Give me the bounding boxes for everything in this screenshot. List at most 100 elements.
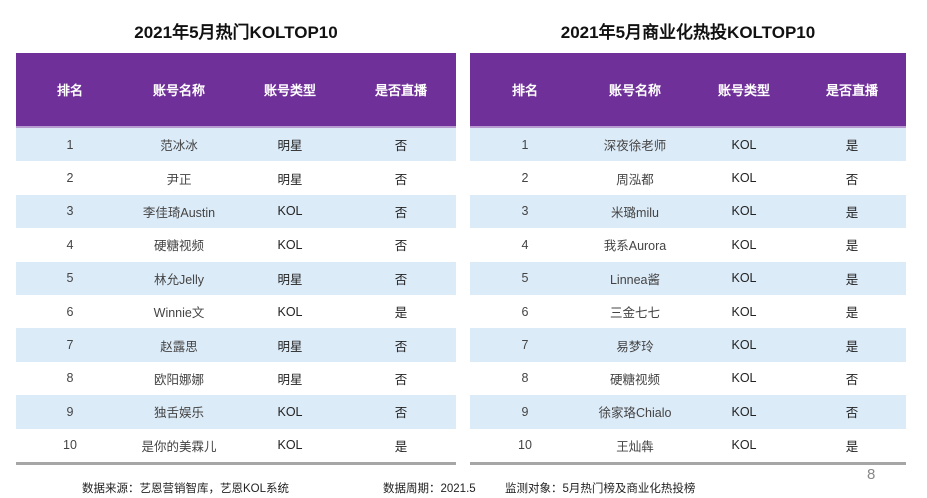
account-type-cell: KOL <box>690 228 798 262</box>
table-row: 1 范冰冰 明星否 <box>16 127 456 162</box>
account-type-cell: KOL <box>690 328 798 362</box>
table-row: 1 深夜徐老师 KOL 是 <box>470 127 906 162</box>
live-cell: 是 <box>798 328 906 362</box>
rank-cell: 5 <box>16 261 124 295</box>
account-type-cell: KOL <box>234 428 346 464</box>
account-name-cell: 我系Aurora <box>580 228 690 262</box>
account-name-cell: 尹正 <box>124 161 234 195</box>
account-type-cell: KOL <box>690 361 798 396</box>
rank-cell: 8 <box>470 361 580 396</box>
account-type-cell: KOL <box>690 261 798 295</box>
account-name-cell: 赵露思 <box>124 328 234 362</box>
live-cell: 否 <box>798 161 906 195</box>
account-name-cell: 王灿犇 <box>580 428 690 464</box>
table-row: 9 独舌娱乐 KOL 否 <box>16 395 456 429</box>
table-row: 3 李佳琦Austin KOL 否 <box>16 194 456 229</box>
account-name-cell: 硬糖视频 <box>580 361 690 396</box>
commercial-kol-table: 排名 账号名称 账号类型 是否直播 1 深夜徐老师 KOL 是 2 周泓都 KOL 否 3 米璐m… <box>470 53 906 465</box>
live-cell: 是 <box>798 228 906 262</box>
live-cell: 否 <box>346 261 456 295</box>
account-name-cell: 易梦玲 <box>580 328 690 362</box>
rank-cell: 3 <box>470 194 580 229</box>
live-cell: 是 <box>798 261 906 295</box>
live-cell: 否 <box>798 361 906 396</box>
account-name-cell: Winnie文 <box>124 294 234 329</box>
live-cell: 否 <box>346 395 456 429</box>
monitor-target: 监测对象：5月热门榜及商业化热投榜 <box>505 483 696 495</box>
hot-kol-table: 排名 账号名称 账号类型 是否直播 1 范冰冰 明星否 2 尹正 明星否 3 李佳琦Austi… <box>16 53 456 465</box>
account-type-cell: 明星 <box>234 328 346 362</box>
live-cell: 否 <box>346 361 456 396</box>
live-cell: 是 <box>798 428 906 464</box>
header-account-name: 账号名称 <box>580 53 690 128</box>
account-name-cell: 林允Jelly <box>124 261 234 295</box>
account-name-cell: 周泓都 <box>580 161 690 195</box>
live-cell: 否 <box>346 127 456 162</box>
rank-cell: 3 <box>16 194 124 229</box>
table-row: 9 徐家珞Chialo KOL 否 <box>470 395 906 429</box>
table-row: 8 硬糖视频 KOL 否 <box>470 361 906 396</box>
header-rank: 排名 <box>16 53 124 128</box>
account-name-cell: 范冰冰 <box>124 127 234 162</box>
data-period: 数据周期：2021.5 <box>383 483 476 495</box>
account-type-cell: KOL <box>234 194 346 229</box>
rank-cell: 1 <box>470 127 580 162</box>
live-cell: 是 <box>346 428 456 464</box>
live-cell: 否 <box>346 194 456 229</box>
rank-cell: 7 <box>16 328 124 362</box>
account-type-cell: KOL <box>690 294 798 329</box>
account-name-cell: 欧阳娜娜 <box>124 361 234 396</box>
live-cell: 否 <box>798 395 906 429</box>
account-type-cell: KOL <box>234 395 346 429</box>
account-type-cell: KOL <box>690 127 798 162</box>
account-name-cell: 独舌娱乐 <box>124 395 234 429</box>
live-cell: 否 <box>346 328 456 362</box>
header-account-name: 账号名称 <box>124 53 234 128</box>
header-rank: 排名 <box>470 53 580 128</box>
account-type-cell: KOL <box>690 395 798 429</box>
table-row: 5 Linnea酱 KOL 是 <box>470 261 906 295</box>
account-type-cell: 明星 <box>234 127 346 162</box>
rank-cell: 9 <box>16 395 124 429</box>
header-account-type: 账号类型 <box>690 53 798 128</box>
account-type-cell: KOL <box>234 294 346 329</box>
table-row: 8 欧阳娜娜 明星否 <box>16 361 456 396</box>
data-source: 数据来源：艺恩营销智库，艺恩KOL系统 <box>82 483 290 495</box>
live-cell: 否 <box>346 228 456 262</box>
table-row: 2 周泓都 KOL 否 <box>470 161 906 195</box>
live-cell: 是 <box>798 127 906 162</box>
table-row: 10 王灿犇 KOL 是 <box>470 428 906 464</box>
table-row: 6 Winnie文 KOL 是 <box>16 294 456 329</box>
account-type-cell: 明星 <box>234 161 346 195</box>
rank-cell: 5 <box>470 261 580 295</box>
table-row: 5 林允Jelly 明星否 <box>16 261 456 295</box>
live-cell: 是 <box>346 294 456 329</box>
account-name-cell: 是你的美霖儿 <box>124 428 234 464</box>
account-name-cell: 徐家珞Chialo <box>580 395 690 429</box>
account-name-cell: 深夜徐老师 <box>580 127 690 162</box>
rank-cell: 1 <box>16 127 124 162</box>
page-number: 8 <box>867 466 876 483</box>
rank-cell: 9 <box>470 395 580 429</box>
header-live: 是否直播 <box>798 53 906 128</box>
header-live: 是否直播 <box>346 53 456 128</box>
right-table-title: 2021年5月商业化热投KOLTOP10 <box>560 23 816 42</box>
table-row: 2 尹正 明星否 <box>16 161 456 195</box>
account-name-cell: 三金七七 <box>580 294 690 329</box>
rank-cell: 4 <box>16 228 124 262</box>
account-type-cell: KOL <box>690 194 798 229</box>
rank-cell: 4 <box>470 228 580 262</box>
account-name-cell: 米璐milu <box>580 194 690 229</box>
rank-cell: 2 <box>470 161 580 195</box>
account-name-cell: Linnea酱 <box>580 261 690 295</box>
rank-cell: 6 <box>16 294 124 329</box>
table-row: 7 易梦玲 KOL 是 <box>470 328 906 362</box>
account-name-cell: 硬糖视频 <box>124 228 234 262</box>
rank-cell: 7 <box>470 328 580 362</box>
table-row: 7 赵露思 明星否 <box>16 328 456 362</box>
account-name-cell: 李佳琦Austin <box>124 194 234 229</box>
table-row: 4 硬糖视频 KOL 否 <box>16 228 456 262</box>
table-row: 3 米璐milu KOL 是 <box>470 194 906 229</box>
account-type-cell: 明星 <box>234 261 346 295</box>
account-type-cell: 明星 <box>234 361 346 396</box>
